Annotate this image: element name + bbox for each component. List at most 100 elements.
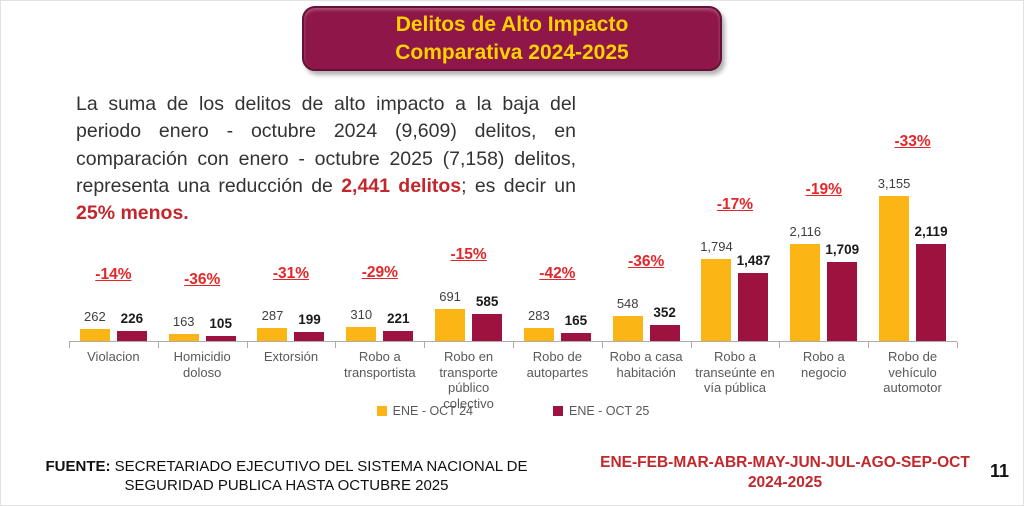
value-label-2024: 691 (439, 289, 461, 304)
value-label-2025: 585 (475, 294, 499, 309)
percent-change-label: -36% (184, 271, 221, 288)
axis-tick (868, 342, 870, 348)
percent-change-label: -36% (628, 253, 665, 270)
value-label-2024: 3,155 (877, 176, 911, 191)
bar-ene-oct-24 (168, 334, 199, 341)
value-label-2024: 310 (350, 307, 373, 322)
page-number: 11 (989, 461, 1009, 481)
bar-ene-oct-24 (790, 244, 821, 341)
chart-column: 310 221 -29% (335, 127, 424, 341)
months-range: ENE-FEB-MAR-ABR-MAY-JUN-JUL-AGO-SEP-OCT … (589, 453, 981, 493)
value-label-2024: 262 (84, 309, 106, 324)
legend-item-2025: ENE - OCT 25 (553, 404, 649, 418)
percent-change-label: -33% (894, 133, 931, 150)
intro-text: La suma de los delitos de alto impacto a… (76, 93, 576, 197)
bar-ene-oct-25 (205, 336, 236, 341)
axis-tick (601, 342, 603, 348)
percent-change-label: -29% (361, 264, 398, 281)
category-axis-labels: Violacion Homicidio doloso Extorsión Robo a… (69, 349, 957, 411)
value-label-2024: 2,116 (789, 224, 822, 239)
chart-column: 1,794 1,487 -17% (691, 127, 780, 341)
value-label-2025: 199 (298, 312, 321, 327)
percent-change-label: -31% (272, 265, 310, 282)
category-label: Robo de vehículo automotor (883, 349, 942, 396)
category-label: Robo a casa habitación (609, 349, 683, 380)
bar-ene-oct-25 (916, 244, 947, 341)
value-label-2024: 1,794 (700, 239, 733, 254)
value-label-2024: 287 (261, 308, 284, 323)
category-label: Robo en transporte público colectivo (439, 349, 498, 411)
bar-ene-oct-25 (294, 332, 325, 341)
bar-ene-oct-25 (738, 273, 769, 341)
category-label: Robo de autopartes (526, 349, 589, 380)
axis-tick (69, 342, 70, 348)
value-label-2024: 283 (528, 308, 550, 323)
category-label: Extorsión (263, 349, 319, 364)
axis-tick (335, 342, 337, 348)
bar-ene-oct-24 (346, 327, 377, 341)
bar-ene-oct-25 (560, 333, 591, 341)
years-line: 2024-2025 (747, 474, 823, 492)
bar-ene-oct-25 (649, 325, 680, 341)
category-label: Robo a transeúnte en vía pública (695, 349, 775, 396)
chart-column: 283 165 -42% (513, 127, 602, 341)
source-text: SECRETARIADO EJECUTIVO DEL SISTEMA NACIO… (114, 458, 528, 495)
slide-title-line2: Comparativa 2024-2025 (395, 40, 629, 64)
value-label-2025: 221 (387, 311, 410, 326)
legend-swatch-2024 (376, 406, 387, 416)
bar-ene-oct-24 (435, 309, 466, 341)
axis-tick (424, 342, 426, 348)
value-label-2025: 352 (653, 305, 676, 320)
slide-title-line1: Delitos de Alto Impacto (395, 13, 629, 37)
chart-column: 691 585 -15% (424, 127, 513, 341)
legend-label-2025: ENE - OCT 25 (569, 404, 650, 418)
chart-column: 2,116 1,709 -19% (779, 127, 868, 341)
bar-ene-oct-24 (701, 259, 732, 341)
value-label-2024: 548 (616, 296, 639, 311)
axis-tick (690, 342, 692, 348)
percent-change-label: -19% (805, 181, 842, 198)
category-label: Homicidio doloso (173, 349, 231, 380)
legend-swatch-2025 (553, 406, 563, 416)
bar-ene-oct-25 (116, 331, 147, 341)
value-label-2025: 226 (120, 311, 144, 326)
axis-tick (957, 342, 958, 348)
axis-tick (246, 342, 248, 348)
slide-title-banner: Delitos de Alto Impacto Comparativa 2024… (302, 6, 722, 71)
chart-column: 548 352 -36% (602, 127, 691, 341)
bar-ene-oct-25 (472, 314, 503, 341)
percent-change-label: -15% (450, 246, 487, 263)
chart-column: 262 226 -14% (69, 127, 158, 341)
category-label: Robo a negocio (801, 349, 847, 380)
category-label: Robo a transportista (344, 349, 416, 380)
value-label-2025: 1,709 (825, 242, 860, 257)
chart-column: 287 199 -31% (247, 127, 336, 341)
category-label: Violacion (87, 349, 140, 364)
bar-chart: 262 226 -14% 163 105 -36% 287 199 -31% 310 221 -29%… (69, 127, 958, 411)
plot-area: 262 226 -14% 163 105 -36% 287 199 -31% 310 221 -29%… (69, 127, 957, 342)
bar-ene-oct-24 (879, 196, 910, 341)
source-label: FUENTE: (45, 458, 111, 475)
intro-text-mid: ; es decir un (461, 174, 576, 197)
percent-change-label: -14% (95, 266, 132, 283)
axis-tick (779, 342, 781, 348)
bar-ene-oct-24 (79, 329, 110, 341)
bar-ene-oct-24 (257, 328, 288, 341)
percent-change-label: -42% (539, 265, 576, 282)
legend-item-2024: ENE - OCT 24 (376, 404, 473, 418)
value-label-2024: 163 (172, 314, 195, 329)
months-line: ENE-FEB-MAR-ABR-MAY-JUN-JUL-AGO-SEP-OCT (600, 454, 970, 471)
chart-column: 3,155 2,119 -33% (868, 127, 957, 341)
source-note: FUENTE: SECRETARIADO EJECUTIVO DEL SISTE… (29, 457, 544, 495)
legend-label-2024: ENE - OCT 24 (392, 404, 473, 418)
value-label-2025: 165 (564, 313, 588, 328)
intro-highlight-percent: 25% menos. (76, 202, 189, 225)
chart-column: 163 105 -36% (158, 127, 247, 341)
bar-ene-oct-25 (383, 331, 414, 341)
bar-ene-oct-24 (612, 316, 643, 341)
axis-tick (513, 342, 514, 348)
axis-tick (157, 342, 159, 348)
intro-paragraph: La suma de los delitos de alto impacto a… (76, 91, 576, 227)
chart-legend: ENE - OCT 24 ENE - OCT 25 (69, 404, 957, 418)
